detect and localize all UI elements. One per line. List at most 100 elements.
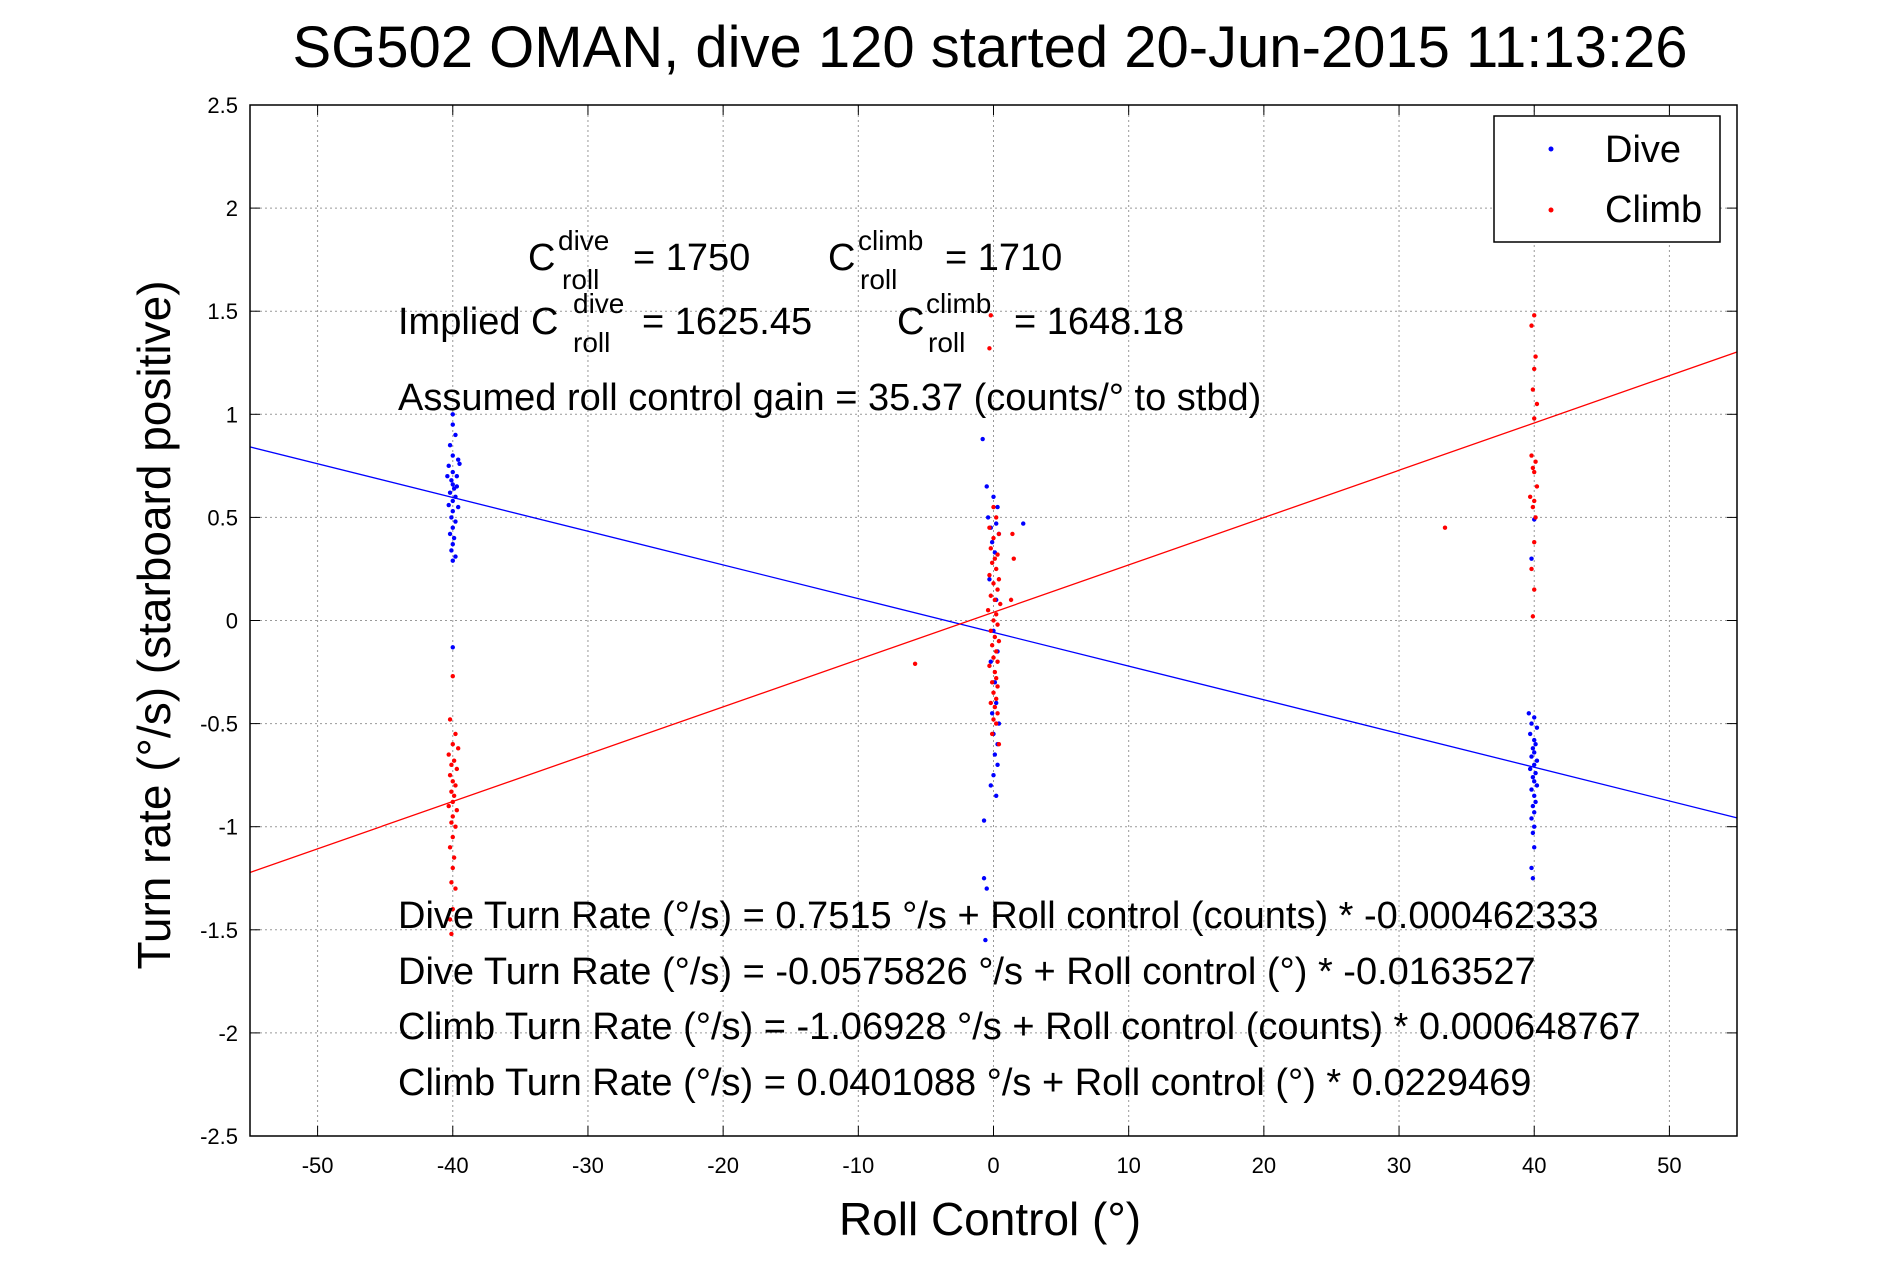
data-point-dive xyxy=(446,502,451,508)
data-point-climb xyxy=(447,772,453,778)
annotation-implied-dive-value: = 1625.45 xyxy=(642,301,812,343)
data-point-climb xyxy=(992,556,998,561)
data-point-climb xyxy=(987,346,992,351)
data-point-dive xyxy=(1526,711,1532,716)
data-point-dive xyxy=(1530,803,1536,809)
y-tick-label: 0 xyxy=(226,609,238,634)
data-point-climb xyxy=(451,793,457,798)
data-point-dive xyxy=(1529,787,1534,792)
data-point-dive xyxy=(450,558,455,563)
x-tick-label: -30 xyxy=(572,1153,604,1178)
data-point-climb xyxy=(1532,366,1537,372)
data-point-climb xyxy=(995,711,1000,716)
data-point-climb xyxy=(447,917,453,922)
data-point-dive xyxy=(1530,746,1536,751)
data-point-dive xyxy=(454,484,460,489)
data-point-climb xyxy=(991,581,996,586)
data-point-dive xyxy=(1529,754,1534,759)
data-point-climb xyxy=(1529,323,1534,328)
data-point-climb xyxy=(1534,401,1540,407)
data-point-dive xyxy=(454,473,460,479)
data-point-dive xyxy=(450,412,455,417)
data-point-climb xyxy=(450,906,455,912)
annotation-implied-climb-base: C xyxy=(897,301,924,343)
data-point-dive xyxy=(1532,779,1537,784)
data-point-climb xyxy=(987,663,992,669)
data-point-dive xyxy=(455,457,461,462)
annotation-c-roll-climb-base: C xyxy=(828,237,855,279)
data-point-dive xyxy=(991,772,996,778)
data-point-climb xyxy=(994,649,999,654)
data-point-climb xyxy=(988,546,993,551)
data-point-climb xyxy=(992,704,998,710)
data-point-climb xyxy=(450,742,455,747)
data-point-climb xyxy=(995,622,1000,627)
data-point-dive xyxy=(1532,810,1537,815)
data-point-climb xyxy=(988,313,993,318)
data-point-climb xyxy=(453,731,458,737)
legend-label-dive: Dive xyxy=(1605,129,1681,171)
data-point-dive xyxy=(453,519,458,524)
data-point-dive xyxy=(1021,521,1026,526)
annotation-climb-equation-counts: Climb Turn Rate (°/s) = -1.06928 °/s + R… xyxy=(398,1006,1641,1048)
data-point-climb xyxy=(995,659,1000,664)
data-point-climb xyxy=(454,808,460,813)
data-point-climb xyxy=(985,607,991,613)
x-tick-label: 20 xyxy=(1252,1153,1276,1178)
annotation-c-roll-climb-value: = 1710 xyxy=(945,237,1062,279)
data-point-climb xyxy=(989,680,995,685)
data-point-dive xyxy=(981,876,987,881)
data-point-dive xyxy=(1532,750,1537,755)
data-point-climb xyxy=(988,700,993,706)
data-point-dive xyxy=(449,478,454,483)
annotation-dive-equation-counts: Dive Turn Rate (°/s) = 0.7515 °/s + Roll… xyxy=(398,895,1599,937)
x-tick-label: -50 xyxy=(302,1153,334,1178)
data-point-climb xyxy=(992,634,998,640)
data-point-climb xyxy=(912,661,918,667)
data-point-climb xyxy=(994,515,999,520)
data-point-climb xyxy=(454,766,460,772)
y-tick-label: 0.5 xyxy=(207,505,238,530)
data-point-climb xyxy=(447,845,453,850)
data-point-dive xyxy=(995,504,1000,510)
data-point-dive xyxy=(1527,766,1533,772)
x-tick-labels: -50 -40 -30 -20 -10 0 10 20 30 40 50 xyxy=(302,1153,1682,1178)
legend-label-climb: Climb xyxy=(1605,189,1702,231)
data-point-climb xyxy=(989,560,995,565)
y-tick-label: -1.5 xyxy=(200,918,238,943)
data-point-climb xyxy=(994,696,999,702)
y-tick-label: 1 xyxy=(226,402,238,427)
data-point-climb xyxy=(1532,587,1537,592)
x-tick-label: -20 xyxy=(707,1153,739,1178)
data-point-climb xyxy=(450,814,455,819)
data-point-climb xyxy=(1534,484,1540,489)
annotation-c-roll-climb-sup: climb xyxy=(858,225,923,256)
data-point-climb xyxy=(450,673,455,679)
data-point-climb xyxy=(995,684,1000,689)
data-point-dive xyxy=(989,539,995,545)
data-point-climb xyxy=(992,597,998,603)
data-point-dive xyxy=(1532,793,1537,798)
data-point-dive xyxy=(450,525,455,530)
data-point-dive xyxy=(985,515,991,520)
data-point-climb xyxy=(450,779,455,784)
annotation-c-roll-climb: C climb roll = 1710 xyxy=(828,225,1062,295)
data-point-dive xyxy=(447,443,453,448)
data-point-dive xyxy=(450,542,455,547)
data-point-dive xyxy=(980,436,985,442)
data-point-climb xyxy=(994,566,999,572)
y-tick-label: 2 xyxy=(226,196,238,221)
x-tick-label: -40 xyxy=(437,1153,469,1178)
data-point-dive xyxy=(1530,830,1536,836)
annotation-implied-climb: C climb roll = 1648.18 xyxy=(897,288,1184,358)
data-point-climb xyxy=(453,886,458,891)
data-point-climb xyxy=(991,504,996,510)
data-point-climb xyxy=(991,690,996,695)
data-point-climb xyxy=(1008,597,1014,603)
data-point-dive xyxy=(447,490,453,495)
data-point-climb xyxy=(1533,459,1538,464)
data-point-climb xyxy=(1442,525,1448,530)
data-point-dive xyxy=(450,498,455,504)
data-point-dive xyxy=(1529,816,1534,821)
